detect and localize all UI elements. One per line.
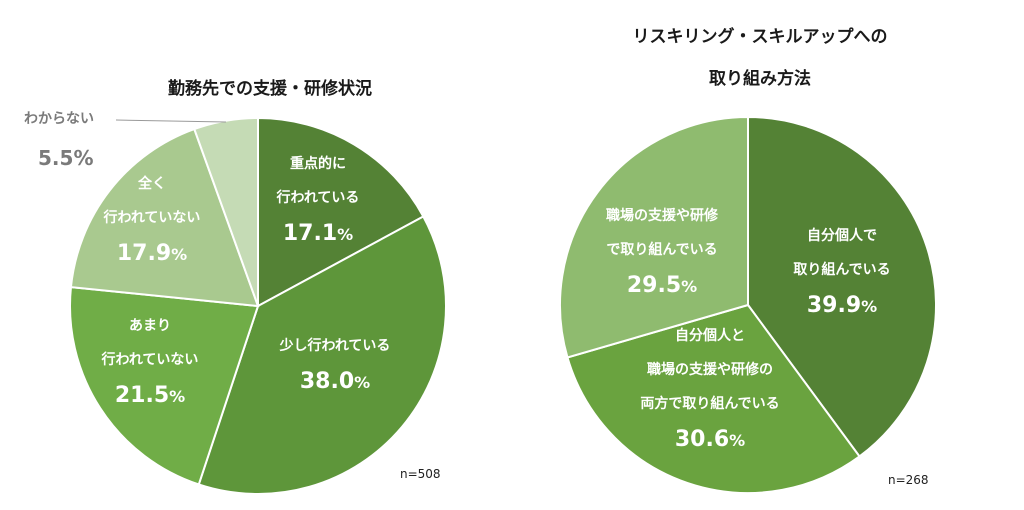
chart1-slice-1-value-unit: %: [354, 373, 370, 392]
chart1-slice-2: [69, 286, 260, 486]
chart1-title: 勤務先での支援・研修状況: [168, 78, 372, 99]
chart1-slice-4-value-number: 5.5: [38, 146, 73, 170]
chart1-slice-0-value-unit: %: [337, 225, 353, 244]
chart1-slice-0-label-line-0: 重点的に: [290, 155, 346, 172]
chart1-slice-2-value-number: 21.5: [115, 383, 169, 408]
chart1-slice-0-value-number: 17.1: [283, 221, 337, 246]
chart1-sample-size: n=508: [400, 467, 441, 481]
chart1-slice-0: [257, 116, 425, 308]
chart2-sample-size: n=268: [888, 473, 929, 487]
chart1-slice-2-label-line-1: 行われていない: [101, 351, 199, 368]
chart1-slice-4-label-line-0: わからない: [24, 111, 94, 127]
chart1-slice-1-value: 38.0%: [300, 369, 370, 394]
chart2-slice-2-value: 29.5%: [627, 273, 697, 298]
chart1-slice-0-value: 17.1%: [283, 221, 353, 246]
chart1-slice-4-value: 5.5%: [38, 146, 93, 170]
chart2-slice-0-label-line-0: 自分個人で: [807, 227, 877, 244]
chart2-slice-1-value: 30.6%: [675, 427, 745, 452]
chart1-slice-3-value: 17.9%: [117, 241, 187, 266]
chart1-slice-0-label-line-1: 行われている: [276, 189, 360, 206]
chart1-slice-2-value: 21.5%: [115, 383, 185, 408]
chart2-slice-0-value: 39.9%: [807, 293, 877, 318]
chart1-slice-4: [193, 116, 259, 307]
chart1-slice-1-value-number: 38.0: [300, 369, 354, 394]
chart1-slice-3-label-line-1: 行われていない: [103, 209, 201, 226]
chart2-slice-2: [559, 115, 749, 359]
chart1-slice-2-value-unit: %: [169, 387, 185, 406]
chart1-slice-3-value-number: 17.9: [117, 241, 171, 266]
chart2-slice-2-label-line-1: で取り組んでいる: [606, 241, 717, 258]
chart1-slice-4-value-unit: %: [73, 146, 93, 170]
chart2-slice-0-value-unit: %: [861, 297, 877, 316]
chart2-slice-1-label-line-0: 自分個人と: [675, 327, 745, 344]
chart1-slice-1: [197, 215, 447, 495]
chart1-slice-1-label-line-0: 少し行われている: [279, 337, 391, 354]
chart1-slice-4-leader-line: [115, 119, 227, 123]
chart1-slice-3: [69, 127, 260, 308]
chart2-slice-2-label-line-0: 職場の支援や研修: [606, 207, 719, 224]
chart2-slice-1-label-line-1: 職場の支援や研修の: [647, 361, 773, 378]
chart2-slice-1-label-line-2: 両方で取り組んでいる: [640, 395, 779, 412]
chart2-slice-1-value-number: 30.6: [675, 427, 729, 452]
chart1-slice-3-label-line-0: 全く: [137, 175, 166, 192]
chart2-title-line-1: リスキリング・スキルアップへの: [633, 26, 888, 47]
chart2-slice-0: [747, 115, 937, 458]
chart2-slice-2-value-unit: %: [681, 277, 697, 296]
chart2-slice-2-value-number: 29.5: [627, 273, 681, 298]
chart1-slice-2-label-line-0: あまり: [129, 318, 171, 334]
chart2-slice-1: [566, 303, 861, 494]
chart2-title-line-2: 取り組み方法: [709, 68, 811, 89]
chart2-slice-0-value-number: 39.9: [807, 293, 861, 318]
chart1-slice-3-value-unit: %: [171, 245, 187, 264]
chart2-slice-0-label-line-1: 取り組んでいる: [793, 261, 890, 278]
chart2-slice-1-value-unit: %: [729, 431, 745, 450]
